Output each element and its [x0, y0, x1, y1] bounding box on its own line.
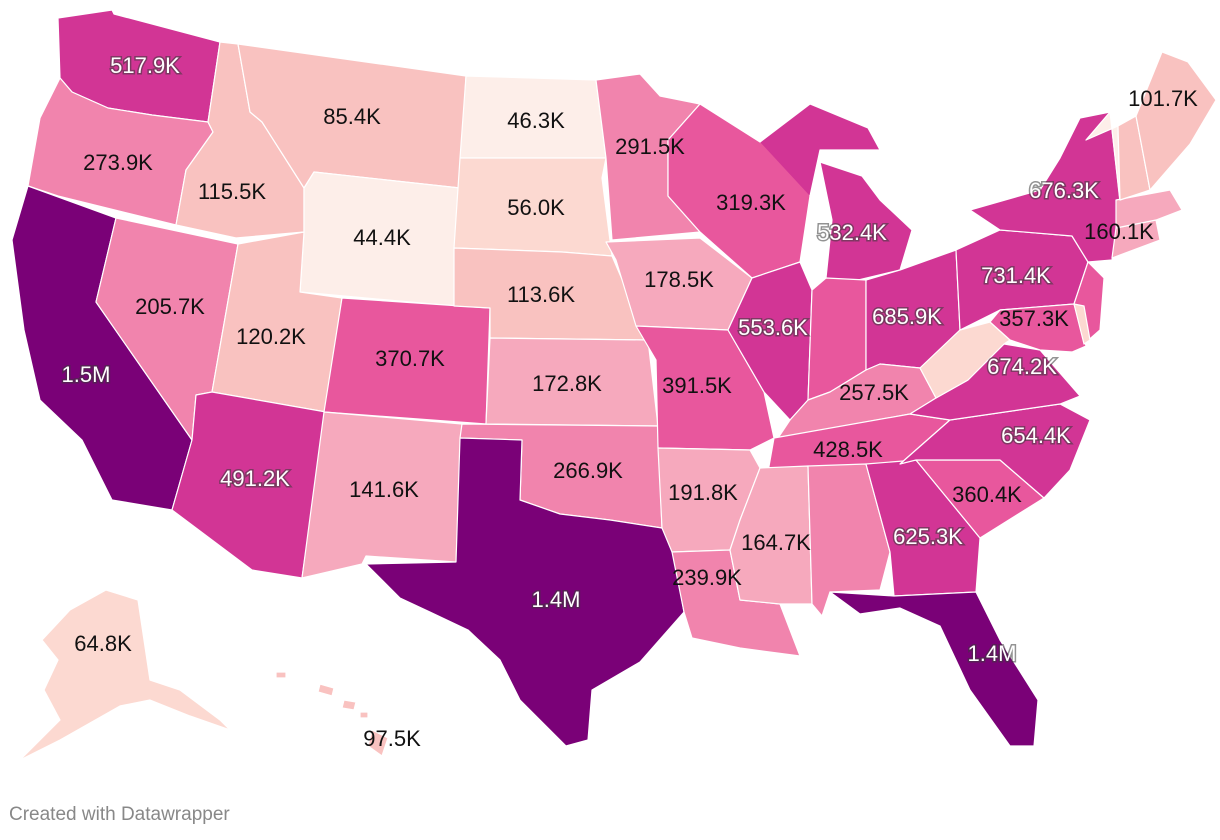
state-shapes	[11, 9, 1217, 761]
label-KS: 172.8K	[532, 371, 602, 396]
label-MD: 357.3K	[999, 306, 1069, 331]
state-FL[interactable]	[829, 591, 1039, 747]
state-value-labels: 517.9K 273.9K 1.5M 115.5K 205.7K 85.4K 4…	[60, 51, 1198, 751]
label-AR: 191.8K	[668, 480, 738, 505]
label-CA: 1.5M	[62, 362, 111, 387]
credit-line: Created with Datawrapper	[9, 804, 230, 825]
label-AK: 64.8K	[74, 631, 132, 656]
us-choropleth-map: 517.9K 273.9K 1.5M 115.5K 205.7K 85.4K 4…	[11, 9, 1217, 761]
label-ND: 46.3K	[507, 108, 565, 133]
label-TX: 1.4M	[532, 587, 581, 612]
label-WY: 44.4K	[353, 225, 411, 250]
label-UT: 120.2K	[236, 324, 306, 349]
label-ME: 101.7K	[1128, 86, 1198, 111]
label-LA: 239.9K	[672, 565, 742, 590]
label-GA: 625.3K	[893, 524, 963, 549]
state-ME[interactable]	[1135, 51, 1217, 191]
label-WI: 319.3K	[716, 190, 786, 215]
label-CO: 370.7K	[375, 346, 445, 371]
label-SD: 56.0K	[507, 195, 565, 220]
label-FL: 1.4M	[968, 641, 1017, 666]
label-NY: 676.3K	[1029, 178, 1099, 203]
label-NC: 654.4K	[1001, 423, 1071, 448]
label-MA: 160.1K	[1084, 219, 1154, 244]
state-AK[interactable]	[19, 589, 231, 761]
state-MA[interactable]	[1115, 189, 1183, 229]
label-WA: 517.9K	[110, 53, 180, 78]
label-NV: 205.7K	[135, 294, 205, 319]
label-MS: 164.7K	[741, 530, 811, 555]
label-MN: 291.5K	[615, 134, 685, 159]
state-DE[interactable]	[1073, 303, 1091, 345]
label-MI: 532.4K	[817, 220, 887, 245]
label-SC: 360.4K	[952, 482, 1022, 507]
state-TX[interactable]	[365, 437, 685, 747]
label-OK: 266.9K	[553, 458, 623, 483]
label-HI: 97.5K	[363, 726, 421, 751]
label-PA: 731.4K	[981, 263, 1051, 288]
label-ID: 115.5K	[198, 179, 266, 204]
label-IA: 178.5K	[644, 267, 714, 292]
label-IL: 553.6K	[738, 315, 808, 340]
label-VA: 674.2K	[987, 354, 1057, 379]
state-WV[interactable]	[919, 321, 1011, 399]
label-MT: 85.4K	[323, 104, 381, 129]
label-OR: 273.9K	[83, 150, 153, 175]
label-MO: 391.5K	[662, 373, 732, 398]
label-OH: 685.9K	[872, 304, 942, 329]
label-AZ: 491.2K	[220, 466, 290, 491]
label-NM: 141.6K	[349, 477, 419, 502]
label-NE: 113.6K	[507, 282, 575, 307]
state-HI[interactable]	[275, 671, 389, 757]
label-KY: 257.5K	[839, 380, 909, 405]
label-TN: 428.5K	[813, 437, 883, 462]
